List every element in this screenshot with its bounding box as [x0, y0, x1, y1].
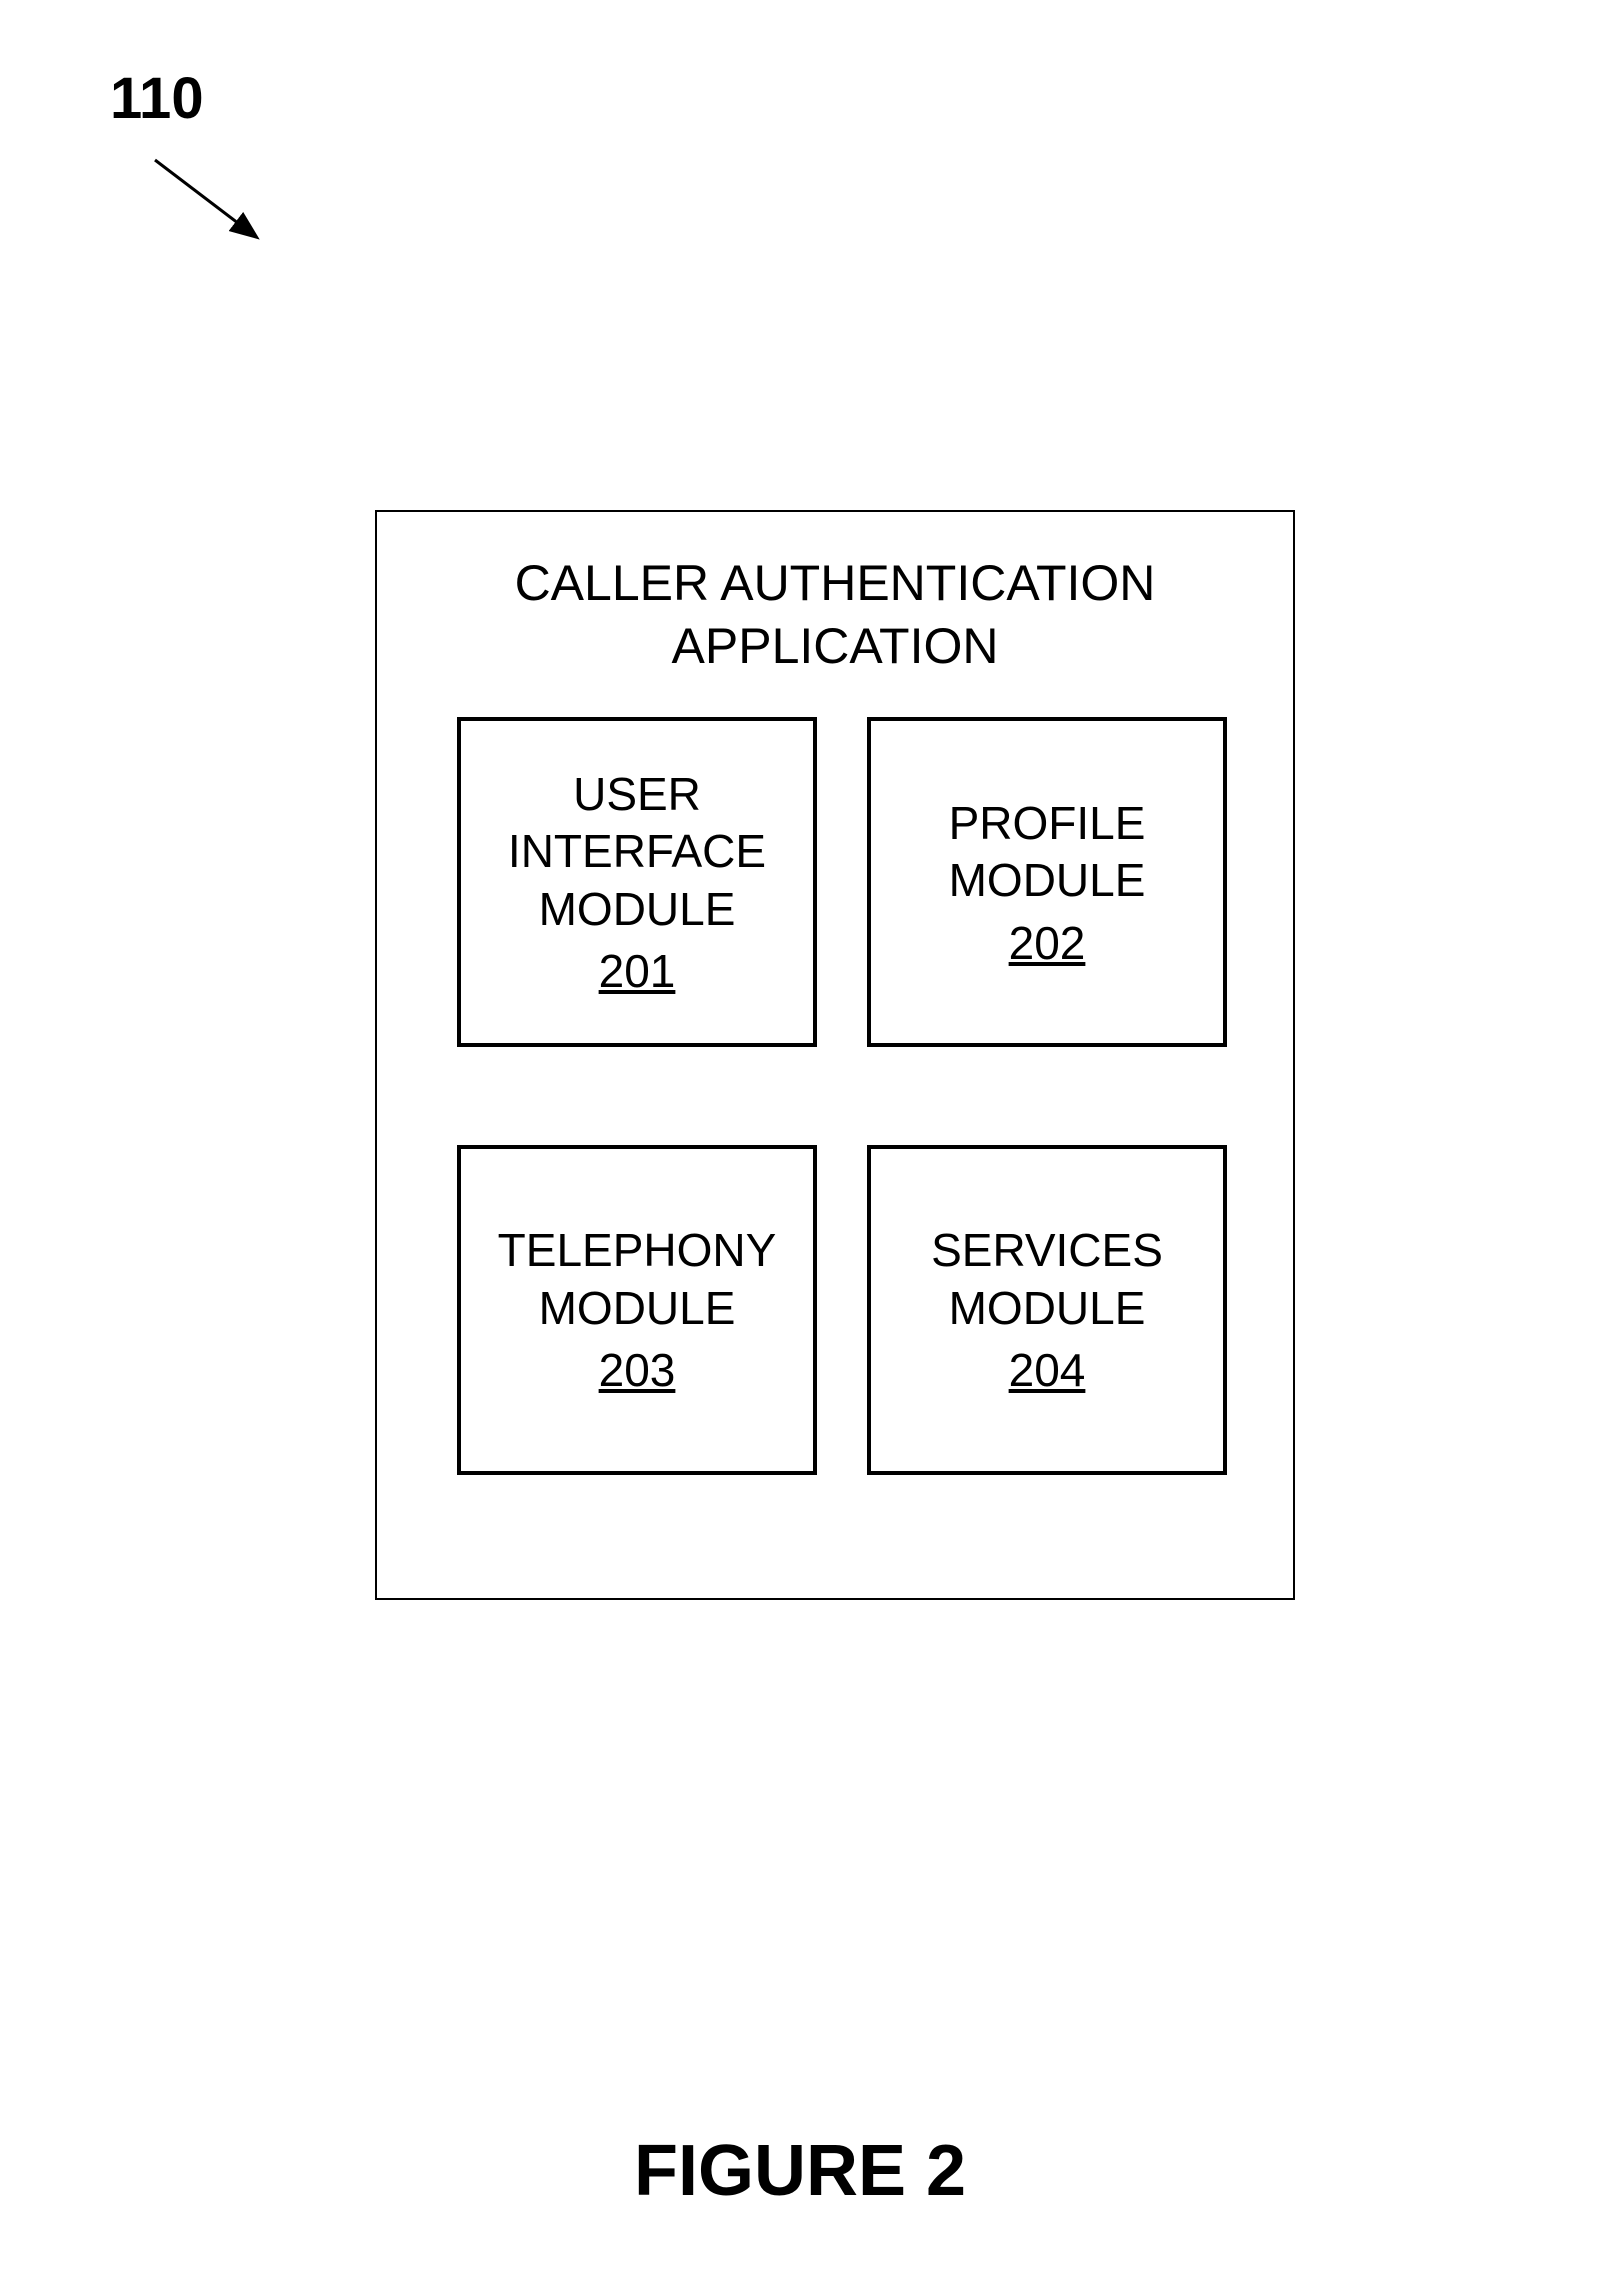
container-title-line1: CALLER AUTHENTICATION APPLICATION: [515, 555, 1156, 674]
module-label: USER INTERFACE MODULE: [461, 766, 813, 939]
module-label: PROFILE MODULE: [871, 795, 1223, 910]
module-number: 203: [599, 1343, 676, 1397]
module-user-interface: USER INTERFACE MODULE 201: [457, 717, 817, 1047]
module-number: 202: [1009, 916, 1086, 970]
module-profile: PROFILE MODULE 202: [867, 717, 1227, 1047]
module-telephony: TELEPHONY MODULE 203: [457, 1145, 817, 1475]
module-services: SERVICES MODULE 204: [867, 1145, 1227, 1475]
figure-caption: FIGURE 2: [0, 2130, 1600, 2212]
module-label: SERVICES MODULE: [871, 1222, 1223, 1337]
container-title: CALLER AUTHENTICATION APPLICATION: [377, 552, 1293, 677]
pointer-arrow: [0, 0, 300, 280]
module-label: TELEPHONY MODULE: [461, 1222, 813, 1337]
module-number: 201: [599, 944, 676, 998]
caller-authentication-container: CALLER AUTHENTICATION APPLICATION USER I…: [375, 510, 1295, 1600]
modules-grid: USER INTERFACE MODULE 201 PROFILE MODULE…: [457, 717, 1227, 1477]
module-number: 204: [1009, 1343, 1086, 1397]
